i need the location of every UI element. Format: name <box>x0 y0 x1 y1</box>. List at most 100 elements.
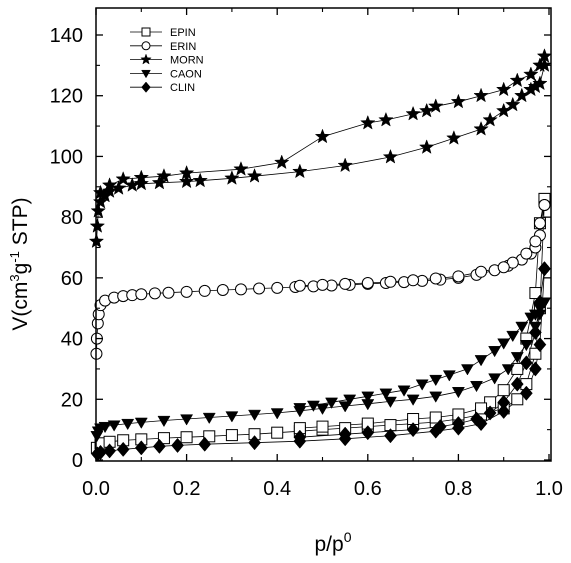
clin-adsorption-point <box>134 440 148 456</box>
y-axis-title-sup2: -1 <box>7 251 22 263</box>
erin-desorption-point <box>293 279 306 292</box>
erin-desorption-point <box>475 265 488 278</box>
caon-adsorption-point <box>134 417 148 429</box>
erin-adsorption-point <box>162 286 175 299</box>
clin-desorption-point <box>533 294 547 310</box>
erin-adsorption-point <box>271 281 284 294</box>
clin-adsorption-point <box>198 436 212 452</box>
caon-desorption-point <box>325 397 339 409</box>
morn-desorption-point <box>450 93 467 109</box>
morn-desorption-point <box>314 128 331 144</box>
erin-desorption-point <box>452 270 465 283</box>
erin-desorption-point <box>533 217 546 230</box>
caon-adsorption-point <box>248 409 262 422</box>
caon-adsorption-point <box>501 364 515 376</box>
caon-adsorption-point <box>270 408 284 420</box>
caon-desorption-point <box>506 330 520 343</box>
legend-marker <box>141 41 151 51</box>
clin-adsorption-point <box>519 385 533 401</box>
caon-adsorption-point <box>225 411 239 423</box>
caon-desorption-point <box>460 364 474 376</box>
caon-desorption-point <box>306 400 320 412</box>
y-axis-title: V(cm3g-1 STP) <box>7 197 32 330</box>
clin-adsorption-point <box>116 441 130 457</box>
x-tick-label: 0.2 <box>173 478 201 500</box>
epin-adsorption-point <box>157 432 170 445</box>
caon-desorption-point <box>488 346 502 358</box>
morn-adsorption-point <box>89 218 106 233</box>
morn-desorption-point <box>92 184 109 200</box>
epin-adsorption-point <box>225 429 238 442</box>
epin-adsorption-point <box>203 430 216 443</box>
legend-label: EPIN <box>170 27 196 39</box>
morn-desorption-point <box>233 161 249 176</box>
y-tick-label: 120 <box>50 86 83 108</box>
clin-desorption-point <box>338 426 352 442</box>
series-markers <box>88 48 553 462</box>
morn-desorption-line <box>100 56 545 194</box>
erin-adsorption-point <box>234 283 247 296</box>
erin-adsorption-point <box>180 285 193 298</box>
caon-adsorption-point <box>157 415 171 428</box>
y-tick-label: 40 <box>61 329 83 351</box>
morn-adsorption-point <box>446 130 462 145</box>
x-axis-title-main: p/p <box>315 533 344 556</box>
y-tick-label: 80 <box>61 207 83 229</box>
epin-desorption-point <box>316 420 329 433</box>
clin-desorption-point <box>510 376 524 392</box>
legend-label: CAON <box>170 68 202 80</box>
clin-desorption-point <box>293 429 307 445</box>
erin-desorption-point <box>520 247 533 260</box>
morn-desorption-point <box>418 102 435 118</box>
morn-adsorption-point <box>178 173 195 189</box>
morn-adsorption-point <box>110 180 127 195</box>
clin-adsorption-point <box>529 361 542 377</box>
caon-adsorption-point <box>202 412 216 425</box>
axis-ticks <box>95 8 551 461</box>
clin-desorption-point <box>361 425 375 441</box>
clin-desorption-point <box>519 355 533 371</box>
erin-adsorption-point <box>216 284 229 296</box>
morn-adsorption-point <box>192 172 208 188</box>
morn-adsorption-point <box>505 96 521 112</box>
caon-desorption-point <box>474 355 488 367</box>
clin-adsorption-point <box>384 428 397 444</box>
epin-desorption-point <box>475 402 488 415</box>
morn-adsorption-point <box>292 163 308 179</box>
series-lines <box>96 56 545 455</box>
epin-desorption-point <box>429 411 442 424</box>
caon-adsorption-point <box>338 401 352 413</box>
morn-desorption-point <box>523 66 539 82</box>
caon-adsorption-point <box>519 339 533 352</box>
clin-adsorption-point <box>497 403 511 419</box>
epin-adsorption-point <box>511 393 524 406</box>
y-axis-title-part1: V(cm <box>9 282 32 331</box>
clin-adsorption-point <box>171 437 184 453</box>
y-tick-label: 100 <box>50 146 83 168</box>
clin-adsorption-point <box>103 443 116 459</box>
clin-desorption-point <box>497 394 511 410</box>
y-tick-labels: 0 20 40 60 80 100 120 140 <box>50 25 83 472</box>
morn-desorption-point <box>101 177 118 192</box>
caon-adsorption-point <box>510 352 524 364</box>
legend-marker <box>141 27 151 37</box>
morn-desorption-point <box>532 57 548 72</box>
clin-desorption-point <box>433 419 447 435</box>
clin-desorption-point <box>529 324 542 341</box>
morn-desorption-point <box>473 87 489 103</box>
epin-adsorption-point <box>271 426 284 439</box>
erin-desorption-point <box>339 277 352 290</box>
caon-desorption-point <box>397 385 411 397</box>
caon-adsorption-point <box>98 421 112 434</box>
caon-desorption-point <box>415 379 429 391</box>
caon-desorption-point <box>429 374 443 387</box>
erin-adsorption-point <box>253 282 266 295</box>
morn-adsorption-line <box>96 65 545 242</box>
caon-desorption-point <box>524 312 538 324</box>
erin-desorption-point <box>407 274 420 287</box>
y-tick-label: 60 <box>61 268 83 290</box>
x-tick-label: 0.6 <box>354 478 382 500</box>
caon-desorption-point <box>515 321 529 333</box>
x-tick-label: 0.0 <box>82 478 110 500</box>
